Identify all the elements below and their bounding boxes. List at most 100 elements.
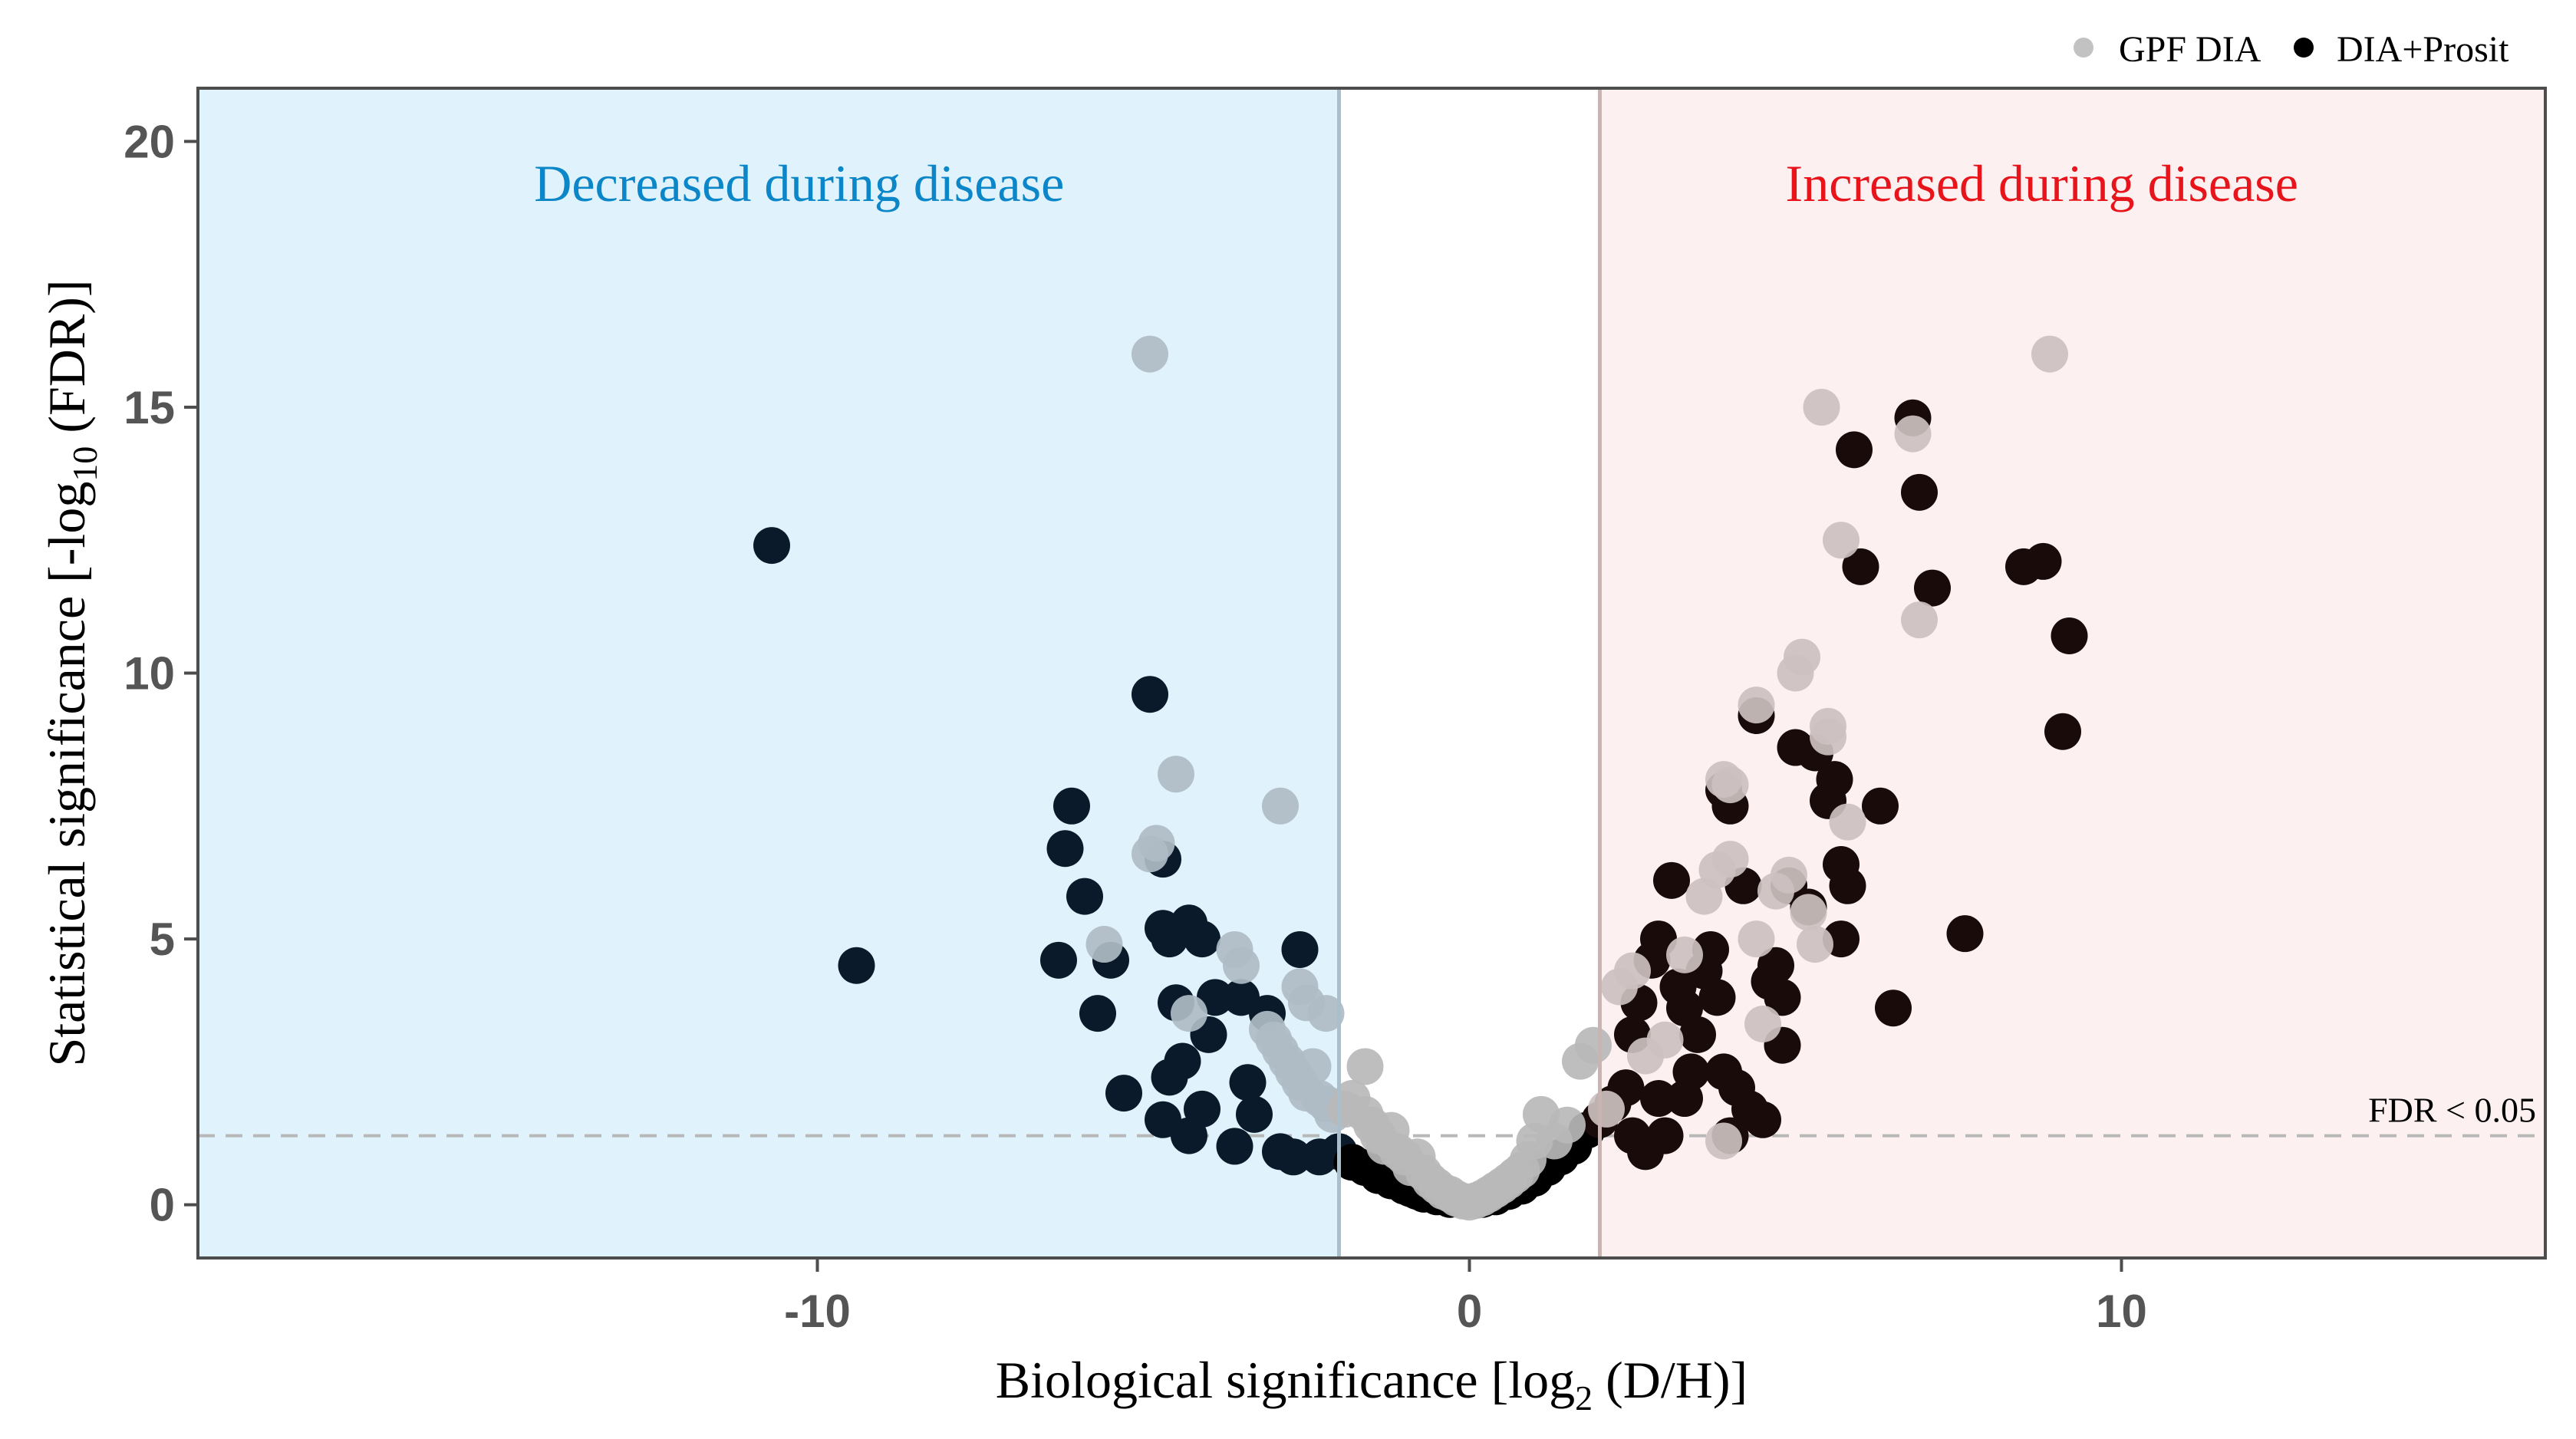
legend-label-gpf-dia: GPF DIA xyxy=(2119,29,2261,70)
point-dia-prosit-21 xyxy=(1229,1064,1267,1101)
point-gpf-dia-83 xyxy=(2031,335,2068,373)
point-dia-prosit-91 xyxy=(1842,548,1879,585)
x-axis-title-main: Biological significance [log xyxy=(996,1351,1575,1409)
decreased-region xyxy=(198,88,1339,1258)
point-dia-prosit-22 xyxy=(1151,1059,1188,1096)
point-dia-prosit-6 xyxy=(1066,878,1103,915)
point-dia-prosit-1 xyxy=(838,947,875,984)
y-axis-title-main: Statistical significance [-log xyxy=(38,482,96,1067)
point-dia-prosit-99 xyxy=(2024,542,2062,580)
point-gpf-dia-86 xyxy=(1790,894,1827,931)
y-axis-title-tail: (FDR)] xyxy=(38,279,96,446)
point-dia-prosit-90 xyxy=(1836,431,1873,469)
point-dia-prosit-74 xyxy=(1744,1101,1781,1138)
point-dia-prosit-24 xyxy=(1236,1095,1273,1133)
point-dia-prosit-17 xyxy=(1281,930,1319,968)
point-gpf-dia-5 xyxy=(1085,926,1123,963)
increased-region xyxy=(1599,88,2545,1258)
y-tick-label-2: 10 xyxy=(124,648,175,700)
point-dia-prosit-93 xyxy=(1875,990,1912,1027)
point-gpf-dia-63 xyxy=(1666,936,1703,973)
point-gpf-dia-68 xyxy=(1705,761,1742,799)
point-dia-prosit-30 xyxy=(1275,1138,1312,1176)
point-gpf-dia-24 xyxy=(1346,1048,1384,1085)
point-dia-prosit-61 xyxy=(1653,861,1690,899)
point-dia-prosit-100 xyxy=(2051,617,2088,654)
point-dia-prosit-79 xyxy=(1764,979,1801,1016)
x-tick-label-2: 10 xyxy=(2096,1286,2147,1337)
increased-region-label: Increased during disease xyxy=(1786,154,2298,212)
point-dia-prosit-10 xyxy=(1184,920,1220,958)
point-dia-prosit-88 xyxy=(1829,867,1866,904)
point-dia-prosit-2 xyxy=(1132,676,1168,713)
y-axis-title-subscript: 10 xyxy=(65,446,104,482)
point-dia-prosit-97 xyxy=(1946,915,1984,953)
point-gpf-dia-60 xyxy=(1614,952,1651,990)
point-dia-prosit-101 xyxy=(2044,713,2081,750)
x-axis-ticks: -10 0 10 xyxy=(784,1258,2147,1337)
x-axis-title: Biological significance [log2 (D/H)] xyxy=(996,1351,1748,1418)
point-dia-prosit-3 xyxy=(1053,787,1090,825)
point-gpf-dia-0 xyxy=(1132,335,1168,373)
point-dia-prosit-103 xyxy=(1640,1080,1677,1118)
point-dia-prosit-78 xyxy=(1757,947,1794,984)
point-gpf-dia-62 xyxy=(1646,1021,1684,1059)
point-gpf-dia-79 xyxy=(1823,522,1860,559)
point-dia-prosit-68 xyxy=(1698,979,1736,1016)
point-dia-prosit-4 xyxy=(1046,830,1084,868)
point-gpf-dia-8 xyxy=(1171,995,1207,1032)
legend-marker-dia-prosit xyxy=(2294,38,2314,58)
point-dia-prosit-27 xyxy=(1171,1117,1207,1154)
point-gpf-dia-72 xyxy=(1771,856,1807,894)
point-gpf-dia-77 xyxy=(1810,718,1846,756)
point-gpf-dia-2 xyxy=(1158,756,1194,793)
point-gpf-dia-19 xyxy=(1294,1048,1332,1085)
point-gpf-dia-55 xyxy=(1549,1106,1586,1144)
point-gpf-dia-82 xyxy=(1901,601,1938,639)
point-gpf-dia-7 xyxy=(1223,947,1260,984)
point-dia-prosit-11 xyxy=(1040,941,1077,979)
point-gpf-dia-4 xyxy=(1138,825,1175,862)
y-tick-label-1: 5 xyxy=(150,914,175,965)
x-tick-label-1: 0 xyxy=(1457,1286,1482,1337)
y-tick-label-0: 0 xyxy=(150,1180,175,1231)
point-gpf-dia-84 xyxy=(1705,1122,1742,1160)
x-axis-title-tail: (D/H)] xyxy=(1593,1351,1748,1409)
y-axis-ticks: 0 5 10 15 20 xyxy=(124,116,198,1231)
point-gpf-dia-74 xyxy=(1784,638,1820,676)
point-dia-prosit-23 xyxy=(1105,1075,1142,1112)
point-gpf-dia-58 xyxy=(1588,1090,1625,1128)
points-layer xyxy=(753,335,2088,1221)
point-gpf-dia-69 xyxy=(1738,920,1775,958)
x-tick-label-0: -10 xyxy=(784,1286,851,1337)
legend-label-dia-prosit: DIA+Prosit xyxy=(2337,29,2509,70)
point-dia-prosit-102 xyxy=(1646,1117,1684,1154)
point-dia-prosit-104 xyxy=(1666,1080,1703,1118)
legend-marker-gpf-dia xyxy=(2074,38,2093,58)
point-dia-prosit-13 xyxy=(1079,995,1116,1032)
point-gpf-dia-11 xyxy=(1307,995,1345,1032)
point-dia-prosit-96 xyxy=(1901,473,1938,511)
point-gpf-dia-81 xyxy=(1894,415,1932,453)
y-tick-label-4: 20 xyxy=(124,116,175,167)
point-gpf-dia-75 xyxy=(1797,926,1833,963)
legend: GPF DIA DIA+Prosit xyxy=(2074,29,2509,70)
x-axis-title-subscript: 2 xyxy=(1575,1378,1593,1418)
fdr-threshold-label: FDR < 0.05 xyxy=(2368,1091,2536,1130)
point-dia-prosit-94 xyxy=(1914,569,1951,607)
point-gpf-dia-70 xyxy=(1744,1006,1781,1042)
point-gpf-dia-1 xyxy=(1262,787,1299,825)
point-dia-prosit-65 xyxy=(1679,1016,1716,1053)
y-axis-title: Statistical significance [-log10 (FDR)] xyxy=(38,279,104,1066)
point-gpf-dia-80 xyxy=(1803,388,1840,426)
point-dia-prosit-92 xyxy=(1862,787,1899,825)
point-dia-prosit-86 xyxy=(1816,761,1853,799)
point-dia-prosit-28 xyxy=(1216,1128,1253,1165)
point-gpf-dia-66 xyxy=(1711,841,1749,878)
decreased-region-label: Decreased during disease xyxy=(534,154,1064,212)
point-dia-prosit-0 xyxy=(753,527,790,565)
y-tick-label-3: 15 xyxy=(124,382,175,433)
point-gpf-dia-78 xyxy=(1829,803,1866,841)
point-gpf-dia-85 xyxy=(1738,687,1775,724)
